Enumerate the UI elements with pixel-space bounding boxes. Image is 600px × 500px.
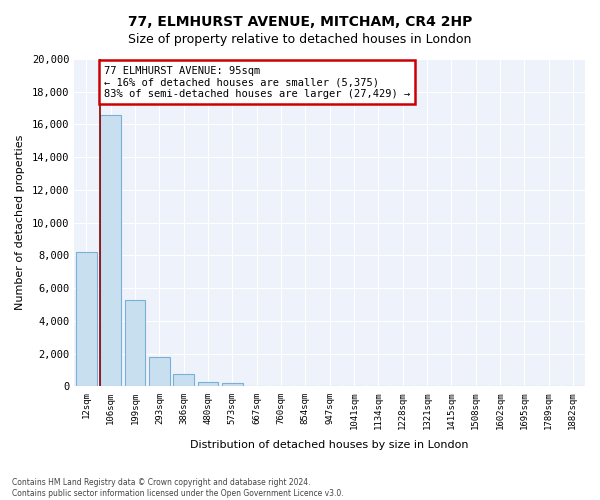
Bar: [76, 252, 97, 386]
Text: Contains HM Land Registry data © Crown copyright and database right 2024.
Contai: Contains HM Land Registry data © Crown c…: [12, 478, 344, 498]
Y-axis label: Number of detached properties: Number of detached properties: [15, 135, 25, 310]
Text: 77, ELMHURST AVENUE, MITCHAM, CR4 2HP: 77, ELMHURST AVENUE, MITCHAM, CR4 2HP: [128, 15, 472, 29]
Bar: [198, 382, 218, 386]
Bar: [222, 383, 243, 386]
Bar: [149, 357, 170, 386]
Text: 77 ELMHURST AVENUE: 95sqm
← 16% of detached houses are smaller (5,375)
83% of se: 77 ELMHURST AVENUE: 95sqm ← 16% of detac…: [104, 66, 410, 98]
Bar: [173, 374, 194, 386]
Bar: [100, 114, 121, 386]
Bar: [125, 300, 145, 386]
Text: Size of property relative to detached houses in London: Size of property relative to detached ho…: [128, 32, 472, 46]
X-axis label: Distribution of detached houses by size in London: Distribution of detached houses by size …: [190, 440, 469, 450]
